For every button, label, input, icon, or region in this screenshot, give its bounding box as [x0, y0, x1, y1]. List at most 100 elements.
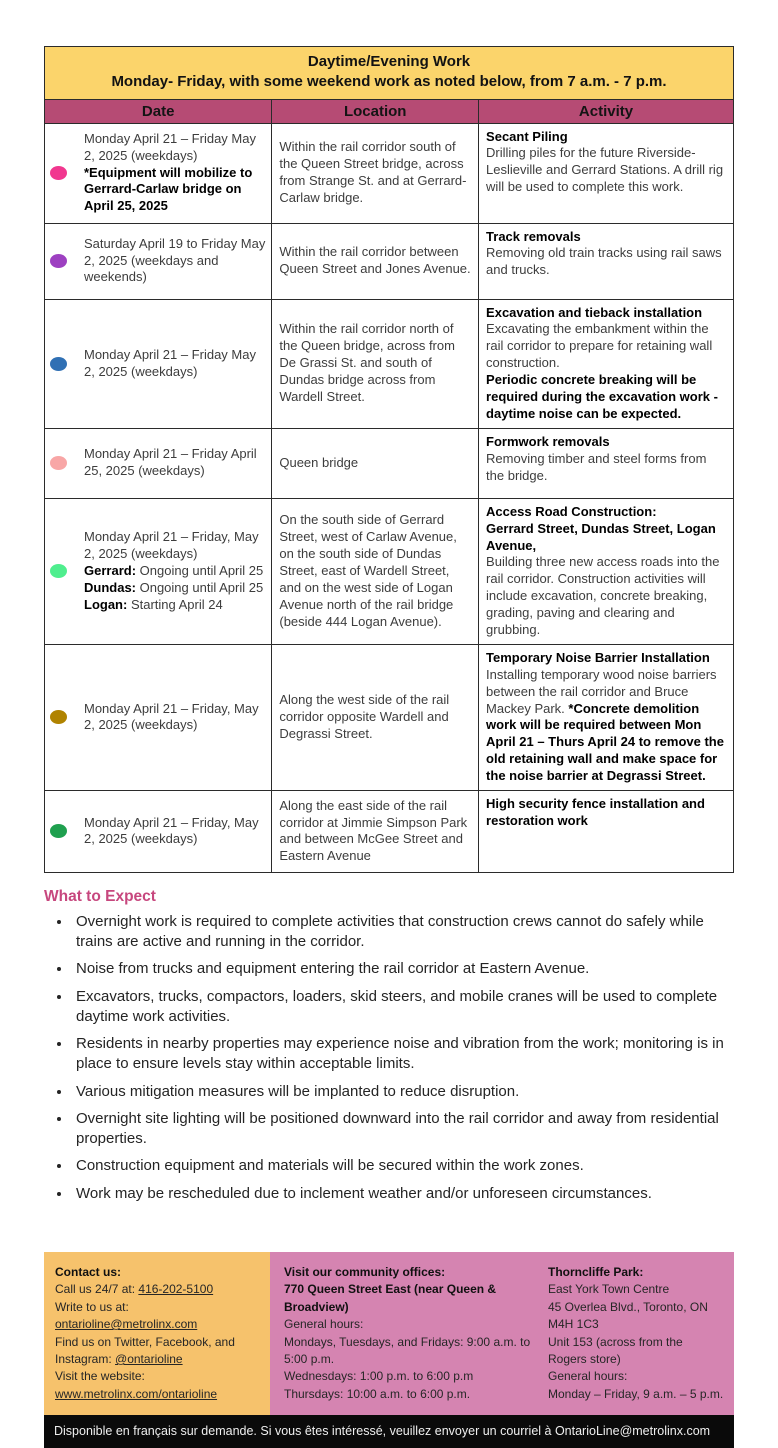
what-to-expect-section: What to Expect Overnight work is require…: [44, 888, 744, 1204]
table-subtitle: Monday- Friday, with some weekend work a…: [111, 73, 667, 91]
date-text: Monday April 21 – Friday, May 2, 2025 (w…: [84, 815, 267, 849]
text-line: Track removals: [486, 229, 726, 246]
text-line: Temporary Noise Barrier Installation: [486, 650, 726, 667]
text-line: Saturday April 19 to Friday May 2, 2025 …: [84, 236, 267, 287]
text-segment: Drilling piles for the future Riverside-…: [486, 145, 724, 195]
table-title-banner: Daytime/Evening Work Monday- Friday, wit…: [44, 46, 734, 100]
office-line: Mondays, Tuesdays, and Fridays: 9:00 a.m…: [284, 1334, 531, 1366]
date-cell: Monday April 21 – Friday April 25, 2025 …: [43, 427, 273, 499]
text-segment: Ongoing until April 25: [136, 562, 264, 578]
work-schedule-table: Daytime/Evening Work Monday- Friday, wit…: [43, 46, 734, 873]
table-row: Monday April 21 – Friday, May 2, 2025 (w…: [43, 643, 734, 791]
office-line: Thursdays: 10:00 a.m. to 6:00 p.m.: [284, 1386, 471, 1401]
thorncliffe-line: East York Town Centre: [548, 1282, 670, 1297]
green-zone-dot: [50, 824, 67, 839]
date-text: Monday April 21 – Friday, May 2, 2025 (w…: [84, 529, 267, 613]
text-segment: Avenue north of the rail bridge (beside …: [279, 596, 454, 629]
activity-cell: Track removals Removing old train tracks …: [478, 222, 734, 300]
expect-bullet: Overnight site lighting will be position…: [72, 1109, 744, 1150]
expect-bullet: Overnight work is required to complete a…: [72, 912, 744, 953]
blue-zone-dot: [50, 356, 67, 371]
column-header-activity: Activity: [478, 98, 734, 124]
text-segment: Monday April 21 – Friday May 2, 2025 (we…: [84, 130, 256, 163]
community-offices-heading: Visit our community offices:: [284, 1264, 446, 1279]
table-title-row: Daytime/Evening Work Monday- Friday, wit…: [44, 46, 734, 100]
text-segment: Formwork removals: [486, 433, 610, 449]
email-link[interactable]: ontarioline@metrolinx.com: [55, 1317, 198, 1332]
community-offices-panel: Visit our community offices: 770 Queen S…: [270, 1251, 734, 1416]
text-segment: Ongoing until April 25: [136, 579, 264, 595]
text-segment: Within the rail corridor north of the Qu…: [279, 321, 455, 404]
social-link[interactable]: @ontarioline: [115, 1351, 183, 1366]
text-line: Within the rail corridor between Queen S…: [279, 244, 471, 278]
office-line: Wednesdays: 1:00 p.m. to 6:00 p.m: [284, 1369, 474, 1384]
text-segment: Periodic concrete breaking will be requi…: [486, 372, 718, 421]
pink-zone-dot: [50, 165, 67, 180]
contact-us-heading: Contact us:: [55, 1264, 121, 1279]
french-language-bar: Disponible en français sur demande. Si v…: [44, 1415, 734, 1448]
text-segment: Within the rail corridor between Queen S…: [279, 244, 471, 276]
text-segment: High security fence installation and res…: [486, 795, 705, 828]
text-line: Excavation and tieback installation: [486, 305, 726, 322]
text-segment: Removing timber and steel forms from the…: [486, 450, 707, 483]
purple-zone-dot: [50, 253, 67, 268]
text-line: Periodic concrete breaking will be requi…: [486, 372, 726, 423]
text-segment: Access Road Construction:: [486, 503, 657, 519]
text-segment: Within the rail corridor south of the Qu…: [279, 139, 467, 205]
text-line: Gerrard Street, Dundas Street, Logan Ave…: [486, 521, 726, 555]
text-line: Monday April 21 – Friday May 2, 2025 (we…: [84, 131, 267, 165]
text-segment: Monday April 21 – Friday, May 2, 2025 (w…: [84, 529, 259, 561]
phone-link[interactable]: 416-202-5100: [138, 1282, 214, 1297]
text-line: Formwork removals: [486, 434, 726, 451]
text-segment: Along the east side of the rail corridor…: [279, 797, 468, 864]
text-segment: Installing temporary wood noise barriers…: [486, 666, 717, 716]
activity-cell: Temporary Noise Barrier Installation Inst…: [478, 643, 734, 791]
date-text: Monday April 21 – Friday April 25, 2025 …: [84, 446, 267, 480]
text-segment: On the south side of Gerrard Street, wes…: [279, 512, 457, 595]
office-line: General hours:: [284, 1317, 364, 1332]
column-header-location: Location: [271, 98, 480, 124]
text-segment: Secant Piling: [486, 128, 568, 144]
text-segment: Visit the website:: [55, 1369, 145, 1384]
text-line: Building three new access roads into the…: [486, 554, 726, 638]
text-segment: Dundas:: [84, 579, 136, 595]
text-line: On the south side of Gerrard Street, wes…: [279, 512, 471, 596]
activity-cell: High security fence installation and res…: [478, 789, 734, 873]
text-line: Dundas: Ongoing until April 25: [84, 580, 267, 597]
table-title: Daytime/Evening Work: [307, 53, 471, 70]
date-cell: Monday April 21 – Friday, May 2, 2025 (w…: [43, 643, 273, 791]
text-line: Installing temporary wood noise barriers…: [486, 667, 726, 785]
text-segment: Monday April 21 – Friday April 25, 2025 …: [84, 446, 257, 479]
date-text: Monday April 21 – Friday, May 2, 2025 (w…: [84, 701, 267, 735]
location-cell: Within the rail corridor between Queen S…: [271, 222, 480, 300]
text-line: Within the rail corridor north of the Qu…: [279, 321, 471, 405]
text-line: Drilling piles for the future Riverside-…: [486, 145, 726, 196]
thorncliffe-line: General hours:: [548, 1369, 628, 1384]
text-segment: Removing old train tracks using rail saw…: [486, 245, 722, 278]
text-line: Removing timber and steel forms from the…: [486, 451, 726, 485]
text-line: Removing old train tracks using rail saw…: [486, 245, 726, 279]
text-line: Access Road Construction:: [486, 504, 726, 521]
text-segment: Logan:: [84, 596, 128, 612]
mint-green-zone-dot: [50, 564, 67, 579]
table-header-row: Date Location Activity: [43, 98, 734, 124]
text-segment: Monday April 21 – Friday, May 2, 2025 (w…: [84, 814, 259, 847]
text-line: Along the west side of the rail corridor…: [279, 692, 471, 743]
text-segment: Monday April 21 – Friday, May 2, 2025 (w…: [84, 700, 259, 733]
text-line: Logan: Starting April 24: [84, 597, 267, 614]
expect-bullet: Residents in nearby properties may exper…: [72, 1034, 744, 1075]
text-segment: Queen bridge: [279, 454, 359, 470]
text-line: Monday April 21 – Friday, May 2, 2025 (w…: [84, 815, 267, 849]
office-bold-line: 770 Queen Street East (near Queen & Broa…: [284, 1282, 497, 1314]
text-segment: Gerrard Street, Dundas Street, Logan Ave…: [486, 520, 716, 553]
location-cell: Within the rail corridor north of the Qu…: [271, 298, 480, 429]
date-cell: Monday April 21 – Friday, May 2, 2025 (w…: [43, 789, 273, 873]
text-segment: Gerrard:: [84, 562, 137, 578]
contact-line: Write to us at: ontarioline@metrolinx.co…: [55, 1299, 262, 1334]
activity-cell: Excavation and tieback installation Excav…: [478, 298, 734, 429]
expect-bullet: Excavators, trucks, compactors, loaders,…: [72, 987, 744, 1028]
queen-street-office-column: Visit our community offices: 770 Queen S…: [284, 1264, 536, 1403]
date-cell: Saturday April 19 to Friday May 2, 2025 …: [43, 222, 273, 300]
website-link[interactable]: www.metrolinx.com/ontarioline: [55, 1386, 218, 1401]
text-line: Monday April 21 – Friday, May 2, 2025 (w…: [84, 529, 267, 563]
